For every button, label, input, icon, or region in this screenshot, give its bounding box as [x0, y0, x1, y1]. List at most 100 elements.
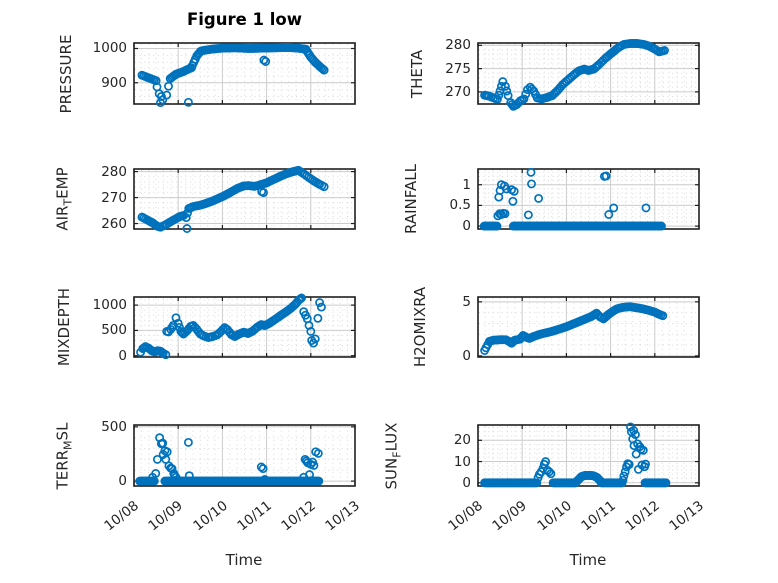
data-point-marker [658, 311, 668, 321]
data-point-marker [596, 477, 606, 487]
ylabel-h2omixra: H2OMIXRA [411, 287, 429, 367]
y-tick-label: 0.5 [449, 197, 471, 214]
data-point-marker [151, 76, 161, 86]
data-point-marker [170, 471, 180, 481]
data-point-marker [260, 475, 270, 484]
y-tick-label: 260 [101, 215, 127, 232]
ylabel-subscript: T [61, 198, 75, 206]
ylabel-subscript: F [390, 450, 404, 458]
data-point-marker [152, 454, 162, 464]
scatter-series-theta [480, 39, 669, 111]
ylabel-text: AIR [53, 205, 72, 231]
data-point-marker [521, 89, 531, 99]
ylabel-airtemp: AIRTEMP [54, 167, 75, 230]
data-point-marker [259, 55, 269, 65]
scatter-series-airtemp [137, 165, 329, 233]
axis-box [477, 42, 700, 105]
data-point-marker [176, 326, 186, 336]
data-point-marker [306, 326, 316, 336]
ylabel-text: LUX [382, 422, 401, 451]
data-point-marker [519, 94, 529, 104]
data-point-marker [184, 471, 194, 481]
subplot-rainfall [477, 167, 700, 231]
y-tick-label: 0 [462, 218, 471, 235]
minor-grid [135, 44, 354, 103]
data-point-marker [313, 313, 323, 323]
subplot-mixdepth [133, 293, 356, 360]
subplot-h2omixra [477, 296, 700, 358]
data-point-marker [618, 475, 628, 485]
ylabel-pressure: PRESSURE [57, 34, 75, 113]
y-tick-label: 10 [453, 453, 471, 470]
data-point-marker [638, 445, 648, 455]
data-point-marker [171, 472, 181, 482]
data-point-marker [503, 91, 513, 101]
y-tick-label: 1 [462, 176, 471, 193]
data-point-marker [492, 221, 502, 231]
minor-grid [479, 426, 698, 485]
ylabel-text: TERR [53, 449, 72, 489]
ylabel-terrmsl: TERRMSL [54, 422, 75, 489]
scatter-series-pressure [137, 43, 329, 108]
data-point-marker [310, 334, 320, 344]
data-point-marker [656, 221, 666, 231]
scatter-series-terrmsl [135, 433, 324, 486]
data-point-marker [313, 448, 323, 458]
figure-title: Figure 1 low [186, 10, 303, 29]
data-point-marker [256, 462, 266, 472]
y-tick-label: 280 [101, 163, 127, 180]
data-point-marker [629, 426, 639, 435]
ylabel-text: EMP [53, 167, 72, 199]
data-point-marker [641, 203, 651, 213]
ylabel-sunflux: SUNFLUX [383, 422, 404, 489]
data-point-marker [162, 90, 172, 100]
data-point-marker [171, 313, 181, 323]
data-point-marker [523, 210, 533, 220]
data-point-marker [546, 469, 556, 479]
ylabel-text: SUN [382, 457, 401, 489]
data-point-marker [161, 350, 171, 360]
data-point-marker [258, 464, 268, 474]
data-point-marker [502, 86, 512, 96]
subplot-pressure [133, 42, 356, 108]
axis-box [133, 42, 356, 105]
subplot-theta [477, 39, 700, 111]
y-tick-label: 270 [445, 83, 471, 100]
scatter-series-rainfall [479, 167, 666, 231]
axis-box [133, 424, 356, 487]
subplot-airtemp [133, 165, 356, 233]
data-point-marker [500, 81, 510, 91]
data-point-marker [494, 90, 504, 100]
data-point-marker [541, 457, 551, 467]
data-point-marker [496, 81, 506, 91]
axis-box [477, 424, 700, 487]
data-point-marker [297, 293, 306, 303]
axis-box [133, 168, 356, 230]
data-point-marker [259, 188, 268, 198]
data-point-marker [318, 64, 328, 74]
axis-box [477, 296, 700, 358]
data-point-marker [261, 57, 271, 66]
data-point-marker [619, 471, 629, 481]
data-point-marker [498, 77, 508, 87]
ylabel-text: SL [53, 422, 72, 440]
ylabel-text: PRESSURE [57, 34, 75, 113]
data-point-marker [620, 467, 630, 477]
y-tick-label: 20 [453, 432, 471, 449]
data-point-marker [162, 447, 172, 457]
y-tick-label: 280 [445, 37, 471, 54]
y-tick-label: 500 [101, 418, 127, 435]
y-tick-label: 900 [101, 74, 127, 91]
data-point-marker [183, 437, 193, 447]
data-point-marker [183, 97, 193, 107]
data-point-marker [526, 167, 536, 177]
data-point-marker [641, 459, 650, 469]
ylabel-text: RAINFALL [402, 164, 420, 234]
data-point-marker [604, 210, 614, 219]
data-point-marker [624, 460, 634, 469]
data-point-marker [158, 438, 168, 448]
data-point-marker [316, 302, 326, 312]
ylabel-theta: THETA [408, 49, 426, 97]
data-point-marker [532, 478, 542, 488]
